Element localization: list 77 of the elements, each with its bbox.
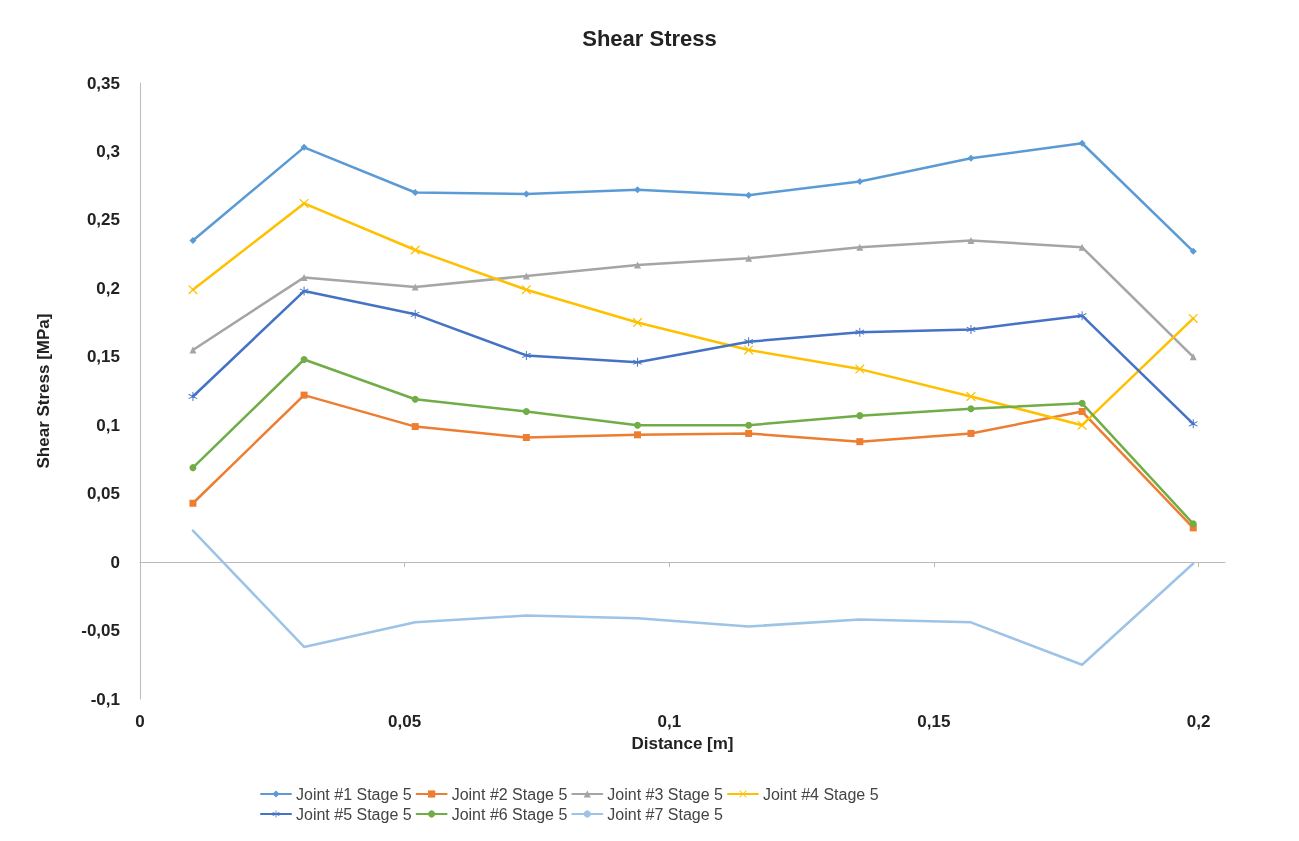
- point: [300, 143, 308, 151]
- line-series: [191, 529, 1195, 667]
- x-tick-label: 0,05: [388, 712, 422, 731]
- legend-label: Joint #6 Stage 5: [451, 805, 568, 823]
- point: [521, 350, 531, 360]
- y-tick-label: 0,05: [86, 484, 120, 504]
- legend-label: Joint #5 Stage 5: [296, 805, 412, 823]
- y-tick-label: 0: [110, 552, 120, 572]
- point: [522, 434, 530, 442]
- x-tick-label: 0,15: [917, 712, 951, 731]
- legend-label: Joint #3 Stage 5: [607, 785, 724, 803]
- point: [856, 438, 864, 446]
- point: [855, 327, 865, 337]
- point: [744, 337, 754, 347]
- point: [966, 391, 976, 401]
- y-tick-label: -0,05: [81, 621, 120, 641]
- point: [967, 405, 975, 413]
- point: [411, 423, 419, 431]
- point: [1077, 311, 1087, 321]
- point: [300, 391, 308, 399]
- point: [745, 254, 753, 262]
- y-tick-label: 0,25: [86, 210, 120, 230]
- point: [856, 243, 864, 251]
- point: [410, 309, 420, 319]
- legend-label: Joint #7 Stage 5: [607, 805, 724, 823]
- point: [522, 272, 530, 280]
- x-axis-title: Distance [m]: [631, 733, 734, 753]
- point: [189, 499, 197, 507]
- x-tick-label: 0: [135, 712, 145, 731]
- x-tick-label: 0,2: [1186, 712, 1211, 731]
- point: [967, 154, 975, 162]
- point: [634, 431, 642, 439]
- point: [1078, 408, 1086, 416]
- point: [967, 429, 975, 437]
- point: [299, 286, 309, 296]
- point: [745, 429, 753, 437]
- y-tick-label: 0,35: [86, 73, 120, 93]
- point: [411, 189, 419, 197]
- point: [745, 191, 753, 199]
- point: [1188, 313, 1198, 323]
- point: [633, 357, 643, 367]
- y-tick-label: 0,1: [96, 415, 120, 435]
- point: [1077, 420, 1087, 430]
- point: [1078, 399, 1086, 407]
- point: [1189, 520, 1197, 528]
- point: [300, 273, 308, 281]
- point: [745, 421, 753, 429]
- point: [189, 464, 197, 472]
- point: [189, 236, 197, 244]
- y-tick-label: 0,15: [86, 347, 120, 367]
- point: [299, 198, 309, 208]
- chart-title: Shear Stress: [582, 25, 717, 51]
- y-tick-label: 0,3: [96, 141, 120, 161]
- x-tick-label: 0,1: [657, 712, 682, 731]
- point: [1189, 247, 1197, 255]
- legend-label: Joint #4 Stage 5: [762, 785, 879, 803]
- y-tick-label: 0,2: [96, 278, 120, 298]
- point: [1188, 419, 1198, 429]
- legend-label: Joint #2 Stage 5: [451, 785, 568, 803]
- point: [856, 178, 864, 186]
- legend-label: Joint #1 Stage 5: [296, 785, 412, 803]
- point: [634, 261, 642, 269]
- point: [967, 236, 975, 244]
- y-tick-label: -0,1: [90, 689, 120, 709]
- point: [522, 408, 530, 416]
- point: [411, 395, 419, 403]
- point: [744, 345, 754, 355]
- point: [856, 412, 864, 420]
- point: [188, 391, 198, 401]
- point: [966, 324, 976, 334]
- point: [188, 285, 198, 295]
- point: [634, 421, 642, 429]
- point: [300, 356, 308, 364]
- point: [855, 364, 865, 374]
- point: [1078, 139, 1086, 147]
- point: [410, 245, 420, 255]
- y-axis-title: Shear Stress [MPa]: [34, 313, 53, 469]
